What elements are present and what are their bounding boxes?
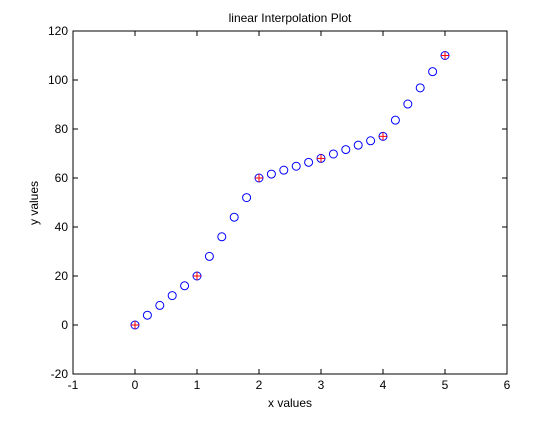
y-tick-label: 0: [61, 318, 68, 332]
y-tick-label: 60: [55, 171, 69, 185]
y-tick-label: 120: [48, 24, 68, 38]
x-axis-label: x values: [268, 396, 312, 410]
x-tick-label: -1: [68, 378, 79, 392]
chart-title: linear Interpolation Plot: [229, 11, 352, 25]
x-tick-label: 5: [442, 378, 449, 392]
x-tick-label: 4: [380, 378, 387, 392]
y-axis-label: y values: [27, 181, 41, 225]
x-tick-label: 3: [318, 378, 325, 392]
x-tick-label: 1: [194, 378, 201, 392]
y-tick-label: -20: [51, 367, 69, 381]
y-tick-label: 100: [48, 73, 68, 87]
y-tick-label: 20: [55, 269, 69, 283]
y-tick-label: 80: [55, 122, 69, 136]
x-tick-label: 2: [256, 378, 263, 392]
x-tick-label: 0: [132, 378, 139, 392]
y-tick-label: 40: [55, 220, 69, 234]
x-tick-label: 6: [504, 378, 511, 392]
